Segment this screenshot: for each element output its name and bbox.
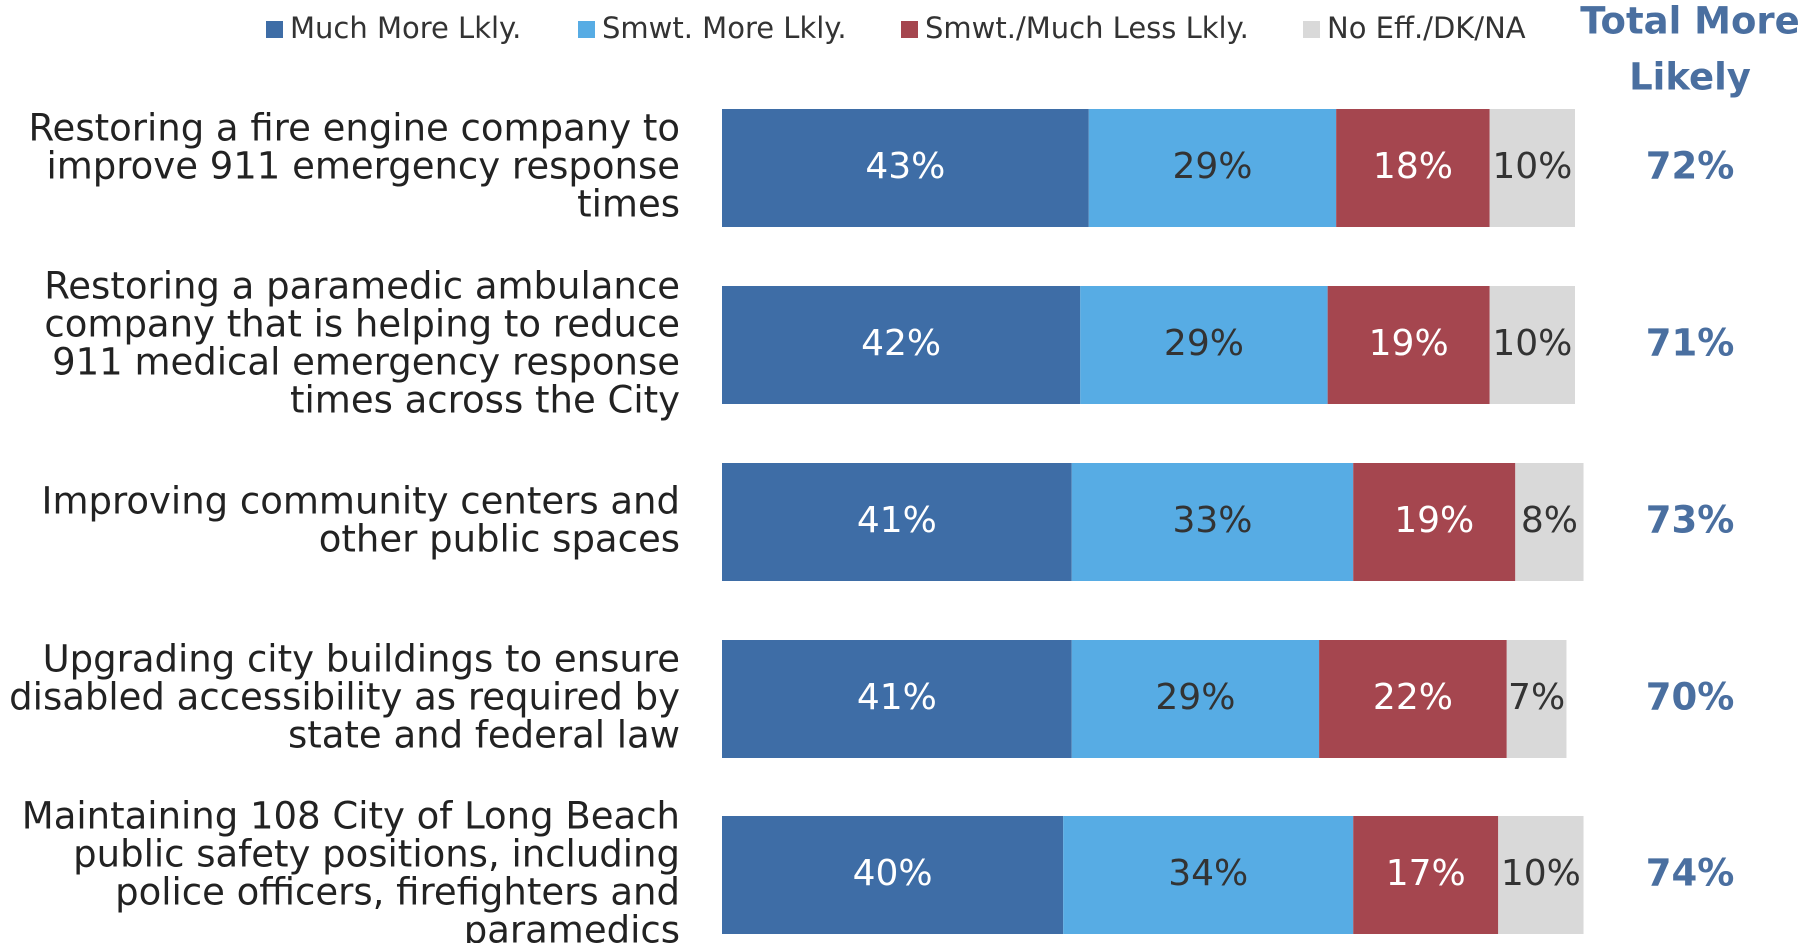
category-label: Upgrading city buildings to ensure xyxy=(43,638,680,681)
bar-segment xyxy=(1063,816,1354,934)
category-label: state and federal law xyxy=(288,714,680,757)
value-label: 10% xyxy=(1492,323,1572,364)
value-label: 18% xyxy=(1373,146,1453,187)
category-label: other public spaces xyxy=(319,518,680,561)
category-label: Restoring a paramedic ambulance xyxy=(44,265,680,308)
bar-segment xyxy=(722,640,1072,758)
value-label: 40% xyxy=(853,853,933,894)
legend-label: No Eff./DK/NA xyxy=(1327,11,1526,45)
category-label: 911 medical emergency response xyxy=(52,341,680,384)
value-label: 29% xyxy=(1155,677,1235,718)
total-value: 73% xyxy=(1646,499,1735,542)
value-label: 33% xyxy=(1172,500,1252,541)
value-label: 41% xyxy=(857,677,937,718)
legend-swatch xyxy=(1303,21,1320,38)
legend-swatch xyxy=(266,21,283,38)
category-label: Improving community centers and xyxy=(42,480,680,523)
bar-segment xyxy=(722,463,1072,581)
bar-segment xyxy=(1515,463,1584,581)
bar-segment xyxy=(1327,286,1490,404)
category-label: times across the City xyxy=(290,379,680,422)
bar-segment xyxy=(1489,286,1575,404)
category-label: public safety positions, including xyxy=(73,833,680,876)
value-label: 17% xyxy=(1386,853,1466,894)
total-value: 72% xyxy=(1646,145,1735,188)
category-label: police officers, firefighters and xyxy=(115,871,680,914)
category-label: Maintaining 108 City of Long Beach xyxy=(22,795,680,838)
legend-swatch xyxy=(578,21,595,38)
value-label: 29% xyxy=(1164,323,1244,364)
bar-segment xyxy=(722,109,1089,227)
bar-segment xyxy=(1336,109,1490,227)
value-label: 22% xyxy=(1373,677,1453,718)
category-label: company that is helping to reduce xyxy=(44,303,680,346)
value-label: 19% xyxy=(1369,323,1449,364)
bar-segment xyxy=(1353,463,1516,581)
value-label: 41% xyxy=(857,500,937,541)
legend-label: Much More Lkly. xyxy=(290,11,521,45)
bar-segment xyxy=(1071,463,1354,581)
bar-segment xyxy=(1489,109,1575,227)
value-label: 29% xyxy=(1172,146,1252,187)
bar-segment xyxy=(1353,816,1499,934)
legend-swatch xyxy=(901,21,918,38)
legend-label: Smwt./Much Less Lkly. xyxy=(925,11,1249,45)
bar-segment xyxy=(1080,286,1328,404)
totals-title: Likely xyxy=(1629,56,1751,99)
value-label: 34% xyxy=(1168,853,1248,894)
bar-segment xyxy=(1088,109,1337,227)
total-value: 74% xyxy=(1646,852,1735,895)
value-label: 10% xyxy=(1492,146,1572,187)
category-label: improve 911 emergency response xyxy=(46,145,680,188)
totals-title: Total More xyxy=(1580,0,1800,43)
bar-segment xyxy=(722,286,1081,404)
value-label: 7% xyxy=(1508,677,1565,718)
category-label: disabled accessibility as required by xyxy=(9,676,680,719)
total-value: 71% xyxy=(1646,322,1735,365)
bar-segment xyxy=(722,816,1064,934)
bar-segment xyxy=(1071,640,1320,758)
value-label: 19% xyxy=(1394,500,1474,541)
category-label: paramedics xyxy=(464,909,680,943)
legend-label: Smwt. More Lkly. xyxy=(602,11,847,45)
value-label: 42% xyxy=(861,323,941,364)
category-label: times xyxy=(577,183,680,226)
value-label: 10% xyxy=(1501,853,1581,894)
bar-segment xyxy=(1506,640,1567,758)
value-label: 43% xyxy=(865,146,945,187)
bar-segment xyxy=(1319,640,1507,758)
total-value: 70% xyxy=(1646,676,1735,719)
value-label: 8% xyxy=(1521,500,1578,541)
bar-segment xyxy=(1498,816,1584,934)
category-label: Restoring a fire engine company to xyxy=(29,107,680,150)
